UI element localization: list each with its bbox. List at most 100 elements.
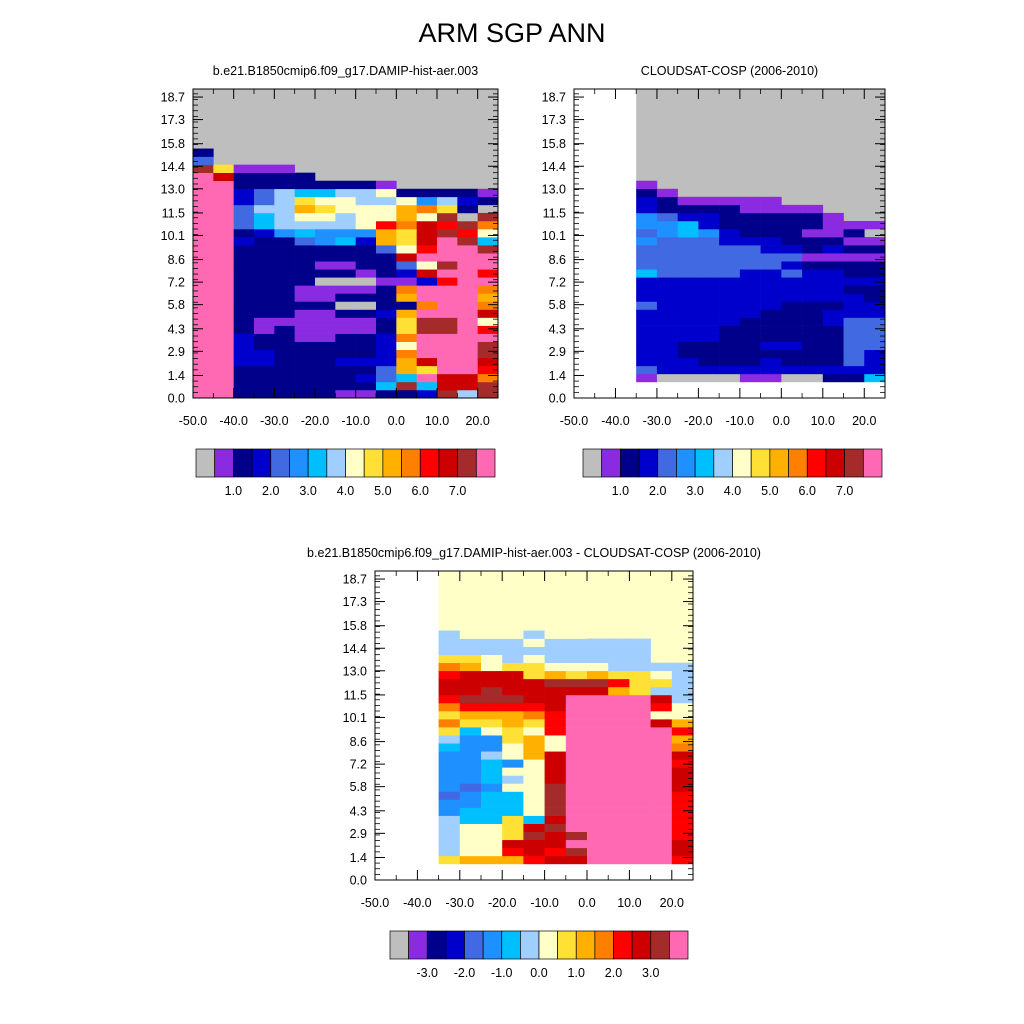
heatmap-cell bbox=[294, 196, 316, 206]
heatmap-cell bbox=[457, 220, 478, 230]
heatmap-cell bbox=[274, 381, 295, 391]
heatmap-cell bbox=[294, 317, 316, 326]
heatmap-cell bbox=[698, 333, 720, 342]
heatmap-cell bbox=[671, 711, 694, 720]
heatmap-cell bbox=[438, 711, 461, 720]
heatmap-cell bbox=[396, 373, 417, 383]
heatmap-cell bbox=[416, 229, 438, 238]
heatmap-cell bbox=[437, 188, 458, 198]
heatmap-cell bbox=[608, 662, 630, 672]
heatmap-cell bbox=[544, 638, 567, 647]
heatmap-cell bbox=[193, 229, 214, 238]
heatmap-cell bbox=[254, 309, 275, 318]
heatmap-cell bbox=[843, 285, 865, 294]
heatmap-cell bbox=[677, 229, 699, 238]
heatmap-cell bbox=[544, 711, 567, 720]
heatmap-cell bbox=[523, 638, 545, 647]
heatmap-cell bbox=[459, 847, 482, 857]
heatmap-cell bbox=[355, 293, 377, 302]
x-tick-label: -30.0 bbox=[260, 414, 289, 428]
heatmap-cell bbox=[739, 309, 761, 318]
heatmap-cell bbox=[760, 261, 782, 270]
heatmap-cell bbox=[587, 855, 609, 865]
heatmap-cell bbox=[523, 751, 545, 760]
heatmap-cell bbox=[802, 212, 824, 222]
heatmap-cell bbox=[587, 767, 609, 776]
heatmap-cell bbox=[629, 702, 651, 712]
heatmap-cell bbox=[274, 229, 295, 238]
heatmap-cell bbox=[315, 373, 336, 383]
heatmap-cell bbox=[565, 702, 588, 712]
heatmap-cell bbox=[416, 349, 438, 359]
y-tick-label: 8.6 bbox=[350, 735, 367, 749]
x-tick-label: -10.0 bbox=[341, 414, 370, 428]
heatmap-cell bbox=[629, 839, 651, 849]
heatmap-cell bbox=[459, 791, 482, 800]
heatmap-cell bbox=[629, 775, 651, 784]
heatmap-cell bbox=[698, 196, 720, 206]
heatmap-cell bbox=[355, 301, 377, 310]
colorbar: -3.0 -2.0 -1.0 0.0 1.0 2.0 3.0 bbox=[389, 930, 689, 980]
heatmap-cell bbox=[376, 349, 397, 359]
heatmap-cell bbox=[376, 365, 397, 375]
x-tick-label: -40.0 bbox=[601, 414, 630, 428]
x-tick-label: -20.0 bbox=[684, 414, 713, 428]
heatmap-cell bbox=[438, 751, 461, 760]
heatmap-cell bbox=[502, 855, 524, 865]
heatmap-cell bbox=[698, 365, 720, 375]
heatmap-cell bbox=[481, 678, 503, 688]
heatmap-cell bbox=[677, 309, 699, 318]
heatmap-cell bbox=[459, 662, 482, 672]
heatmap-cell bbox=[193, 357, 214, 367]
heatmap-cell bbox=[376, 301, 397, 310]
heatmap-cell bbox=[233, 220, 255, 230]
heatmap-cell bbox=[650, 831, 673, 841]
heatmap-cell bbox=[565, 638, 588, 647]
heatmap-cell bbox=[636, 196, 658, 206]
heatmap-cell bbox=[864, 357, 886, 367]
heatmap-cell bbox=[396, 253, 417, 262]
heatmap-cell bbox=[656, 365, 678, 375]
heatmap-cell bbox=[760, 220, 782, 230]
heatmap-cell bbox=[781, 220, 803, 230]
heatmap-cell bbox=[671, 823, 694, 833]
heatmap-cell bbox=[629, 751, 651, 760]
heatmap-cell bbox=[698, 261, 720, 270]
heatmap-cell bbox=[416, 301, 438, 310]
heatmap-cell bbox=[719, 204, 741, 214]
y-tick-label: 5.8 bbox=[350, 780, 367, 794]
heatmap-cell bbox=[544, 807, 567, 816]
heatmap-cell bbox=[698, 349, 720, 359]
heatmap-cell bbox=[698, 253, 720, 262]
heatmap-cell bbox=[481, 727, 503, 736]
plot-frame bbox=[374, 570, 694, 881]
heatmap-cell bbox=[608, 743, 630, 752]
heatmap-cell bbox=[457, 212, 478, 222]
heatmap-cell bbox=[629, 735, 651, 744]
heatmap-cell bbox=[739, 285, 761, 294]
heatmap-cell bbox=[233, 245, 255, 254]
heatmap-cell bbox=[376, 357, 397, 367]
heatmap-cell bbox=[822, 261, 844, 270]
heatmap-cell bbox=[274, 204, 295, 214]
heatmap-cell bbox=[416, 285, 438, 294]
heatmap-cell bbox=[274, 309, 295, 318]
colorbar-label: -2.0 bbox=[454, 966, 476, 980]
heatmap-cell bbox=[213, 365, 234, 375]
heatmap-cell bbox=[294, 381, 316, 391]
heatmap-cell bbox=[677, 285, 699, 294]
heatmap-cell bbox=[565, 678, 588, 688]
colorbar-box bbox=[326, 448, 346, 478]
colorbar-label: 3.0 bbox=[686, 484, 703, 498]
heatmap-cell bbox=[523, 807, 545, 816]
heatmap-cell bbox=[523, 711, 545, 720]
y-tick-label: 0.0 bbox=[168, 392, 185, 406]
heatmap-cell bbox=[629, 638, 651, 647]
heatmap-cell bbox=[294, 325, 316, 334]
heatmap-cell bbox=[629, 847, 651, 857]
colorbar-box bbox=[650, 930, 670, 960]
heatmap-cell bbox=[636, 325, 658, 334]
colorbar-box bbox=[575, 930, 596, 960]
heatmap-cell bbox=[650, 855, 673, 865]
heatmap-cell bbox=[502, 678, 524, 688]
